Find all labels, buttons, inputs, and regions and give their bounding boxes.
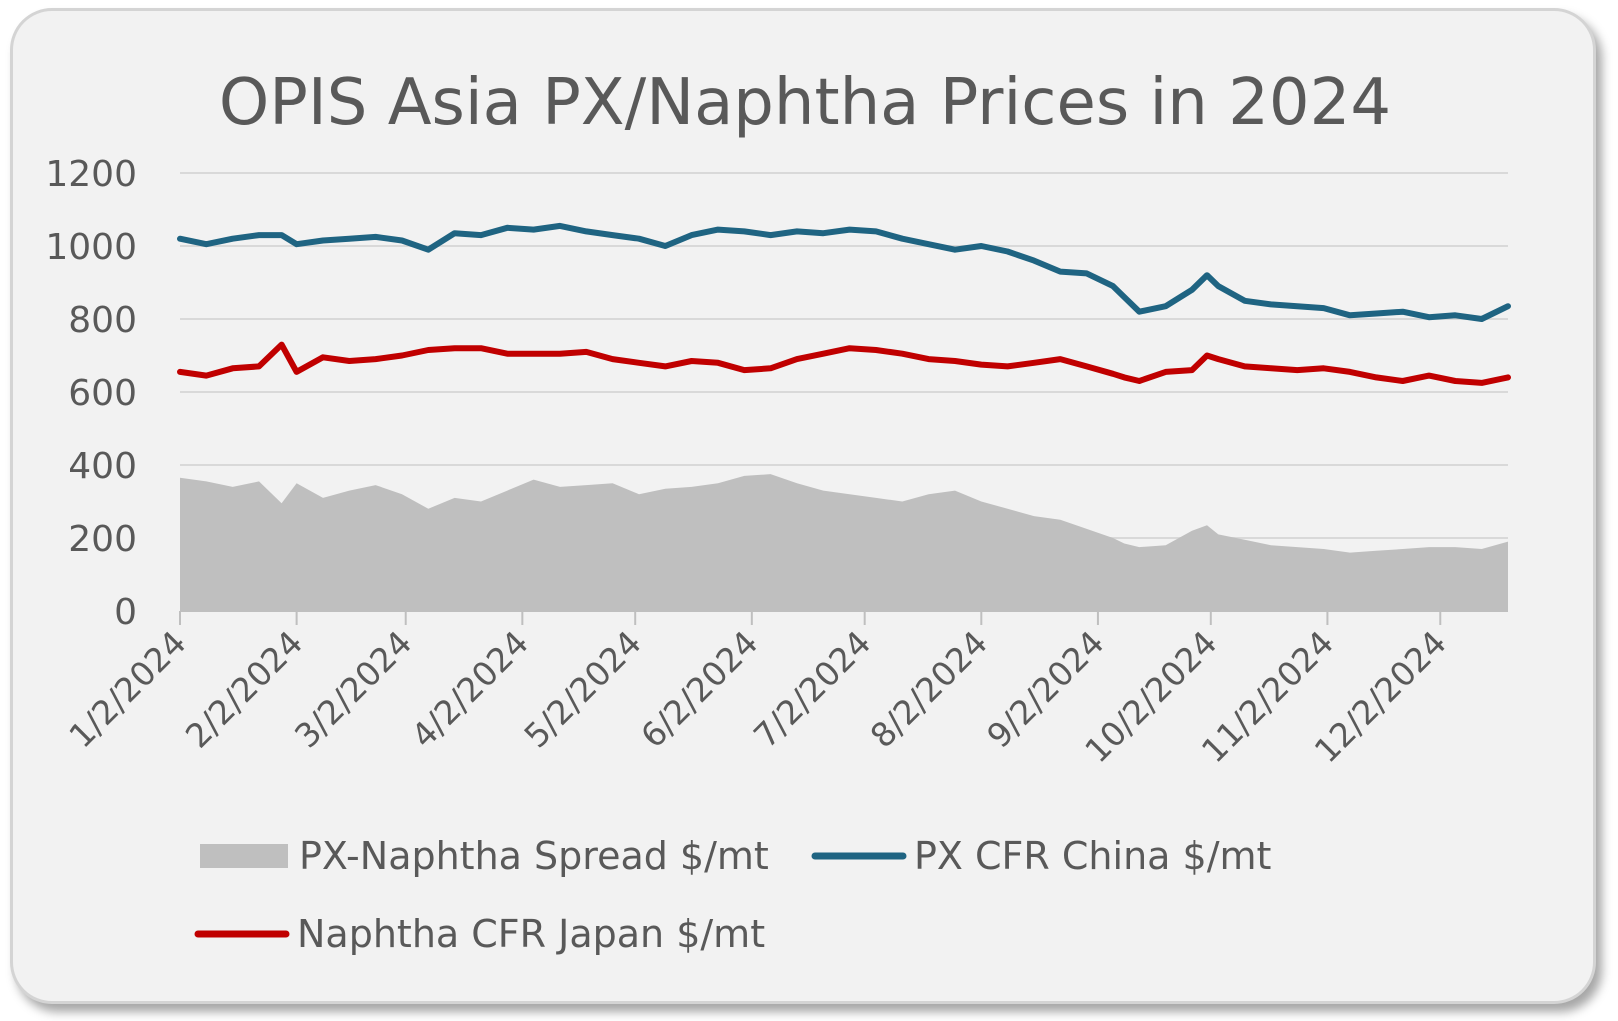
legend-label: PX CFR China $/mt <box>914 834 1271 878</box>
legend: PX-Naphtha Spread $/mt PX CFR China $/mt N… <box>194 834 1271 956</box>
y-tick-label: 800 <box>68 300 137 341</box>
y-tick-label: 0 <box>114 592 137 633</box>
legend-swatch <box>200 844 288 868</box>
y-tick-label: 1200 <box>45 154 137 195</box>
x-tick-label: 6/2/2024 <box>633 623 765 755</box>
series-line-px-china <box>177 222 1511 322</box>
y-tick-label: 600 <box>68 373 137 414</box>
x-tick-label: 7/2/2024 <box>746 623 878 755</box>
y-tick-label: 1000 <box>45 227 137 268</box>
x-tick-label: 8/2/2024 <box>863 623 995 755</box>
legend-item-spread: PX-Naphtha Spread $/mt <box>200 834 769 878</box>
series-area-spread <box>180 474 1508 611</box>
legend-item-px-china: PX CFR China $/mt <box>811 834 1271 878</box>
y-tick-label: 200 <box>68 519 137 560</box>
plot-area <box>177 222 1511 611</box>
y-axis-ticks: 0 200 400 600 800 1000 1200 <box>45 154 137 633</box>
y-tick-label: 400 <box>68 446 137 487</box>
x-tick-label: 1/2/2024 <box>61 623 193 755</box>
x-tick-label: 5/2/2024 <box>516 623 648 755</box>
chart-title: OPIS Asia PX/Naphtha Prices in 2024 <box>219 66 1391 140</box>
legend-label: PX-Naphtha Spread $/mt <box>299 834 769 878</box>
legend-label: Naphtha CFR Japan $/mt <box>297 912 765 956</box>
x-tick-label: 2/2/2024 <box>178 623 310 755</box>
x-tick-label: 3/2/2024 <box>287 623 419 755</box>
series-line-naphtha-japan <box>177 341 1511 386</box>
x-tick-label: 4/2/2024 <box>404 623 536 755</box>
legend-item-naphtha-japan: Naphtha CFR Japan $/mt <box>194 912 765 956</box>
x-axis: 1/2/20242/2/20243/2/20244/2/20245/2/2024… <box>61 610 1508 770</box>
